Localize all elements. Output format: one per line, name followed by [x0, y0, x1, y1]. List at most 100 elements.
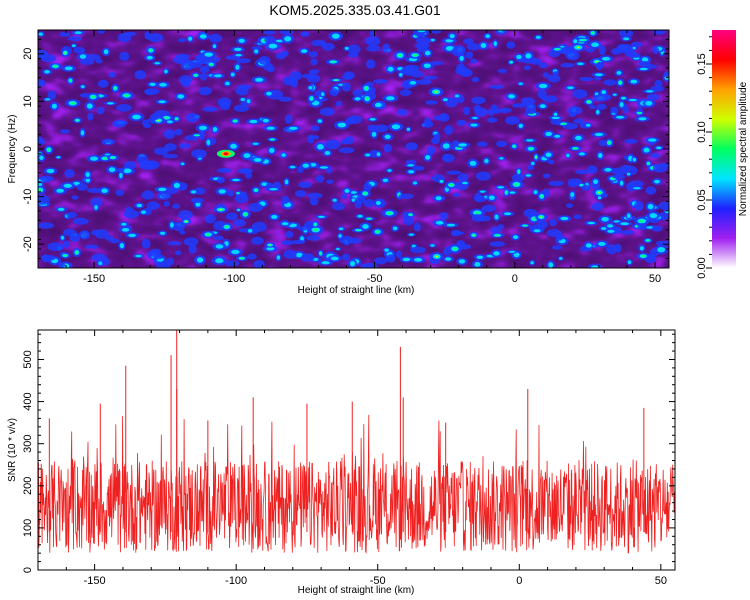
- heatmap-blob: [178, 210, 193, 220]
- heatmap-blob: [69, 79, 72, 82]
- heatmap-blob: [195, 134, 199, 136]
- heatmap-blob: [90, 156, 98, 161]
- heatmap-blob: [435, 220, 444, 225]
- heatmap-blob: [374, 102, 382, 108]
- heatmap-blob: [108, 167, 116, 173]
- heatmap-blob: [230, 143, 237, 149]
- heatmap-blob: [112, 120, 127, 128]
- heatmap-blob: [663, 71, 669, 78]
- heatmap-blob: [289, 126, 298, 130]
- heatmap-y-tick-label: 20: [22, 48, 34, 60]
- heatmap-blob: [178, 143, 191, 149]
- heatmap-x-tick-label: 50: [649, 273, 661, 285]
- heatmap-blob: [57, 156, 60, 158]
- heatmap-blob: [535, 156, 537, 158]
- heatmap-blob: [435, 255, 438, 258]
- snr-x-tick-label: 50: [655, 575, 667, 587]
- heatmap-blob: [603, 79, 617, 86]
- colorbar-label: Normalized spectral amplitude: [738, 81, 749, 216]
- heatmap-blob: [225, 212, 238, 221]
- snr-y-tick-label: 400: [22, 392, 34, 410]
- heatmap-blob: [457, 173, 469, 182]
- colorbar: 0.00 0.05 0.10 0.15 Normalized spectral amp…: [696, 30, 749, 279]
- heatmap-blob: [410, 70, 424, 78]
- heatmap-blob: [532, 217, 536, 221]
- heatmap-blob: [485, 34, 491, 39]
- heatmap-blob: [321, 261, 330, 265]
- heatmap-blob: [180, 162, 185, 166]
- heatmap-blob: [586, 165, 598, 174]
- heatmap-blob: [616, 71, 622, 75]
- heatmap-blob: [212, 126, 218, 132]
- heatmap-blob: [319, 252, 322, 255]
- heatmap-blob: [610, 106, 619, 114]
- heatmap-blob: [188, 61, 202, 68]
- heatmap-blob: [94, 205, 98, 210]
- heatmap-blob: [154, 62, 161, 65]
- heatmap-blob: [579, 76, 594, 82]
- colorbar-ticks: 0.00 0.05 0.10 0.15: [696, 36, 712, 279]
- heatmap-blob: [446, 170, 462, 175]
- heatmap-blob: [330, 61, 336, 63]
- heatmap-blob: [162, 154, 179, 159]
- heatmap-blob: [645, 90, 654, 93]
- heatmap-blob: [199, 65, 210, 73]
- heatmap-blob: [630, 79, 638, 84]
- heatmap-blob: [396, 109, 408, 116]
- heatmap-blob: [270, 138, 274, 141]
- heatmap-blob: [469, 160, 477, 166]
- heatmap-blob: [60, 235, 65, 240]
- heatmap-blob: [452, 247, 457, 251]
- heatmap-blob: [231, 249, 240, 255]
- heatmap-blob: [430, 30, 442, 34]
- heatmap-blob: [225, 81, 230, 86]
- heatmap-blob: [407, 164, 415, 167]
- heatmap-blob: [374, 257, 388, 265]
- heatmap-blob: [481, 204, 497, 212]
- heatmap-blob: [484, 158, 489, 164]
- heatmap-blob: [525, 53, 532, 59]
- heatmap-blob: [513, 145, 516, 148]
- heatmap-blob: [417, 30, 426, 33]
- snr-x-tick-label: 0: [516, 575, 522, 587]
- heatmap-blob: [80, 85, 85, 89]
- heatmap-blob: [623, 37, 630, 41]
- heatmap-blob: [233, 120, 237, 122]
- heatmap-blob: [248, 202, 264, 212]
- heatmap-blob: [186, 112, 199, 123]
- heatmap-blob: [103, 49, 109, 55]
- heatmap-blob: [149, 82, 156, 86]
- heatmap-blob: [444, 125, 453, 136]
- heatmap-blob: [38, 222, 54, 229]
- heatmap-blob: [310, 97, 313, 100]
- heatmap-blob: [548, 262, 554, 268]
- snr-frame: [37, 329, 676, 571]
- heatmap-blob: [413, 54, 418, 57]
- colorbar-tick-label: 0.00: [696, 257, 708, 278]
- heatmap-blob: [639, 67, 648, 71]
- heatmap-blob: [108, 72, 116, 78]
- heatmap-blob: [365, 153, 371, 157]
- heatmap-blob: [596, 103, 607, 110]
- heatmap-blob: [451, 46, 466, 57]
- heatmap-blob: [387, 66, 394, 72]
- heatmap-blob: [382, 178, 389, 182]
- heatmap-blob: [329, 88, 339, 97]
- heatmap-blob: [209, 63, 213, 66]
- heatmap-blob: [596, 110, 600, 115]
- heatmap-blob: [614, 243, 622, 253]
- heatmap-blob: [247, 253, 257, 260]
- heatmap-blob: [648, 138, 657, 142]
- heatmap-blob: [445, 39, 454, 43]
- heatmap-blob: [240, 257, 244, 260]
- heatmap-blob: [115, 189, 125, 196]
- heatmap-blob: [309, 197, 319, 206]
- heatmap-blob: [497, 224, 505, 229]
- heatmap-blob: [656, 146, 662, 150]
- heatmap-blob: [547, 74, 561, 83]
- heatmap-blob: [335, 79, 338, 81]
- heatmap-blob: [177, 38, 187, 43]
- heatmap-blob: [135, 254, 142, 258]
- heatmap-blob: [607, 229, 615, 233]
- heatmap-blob: [367, 218, 371, 220]
